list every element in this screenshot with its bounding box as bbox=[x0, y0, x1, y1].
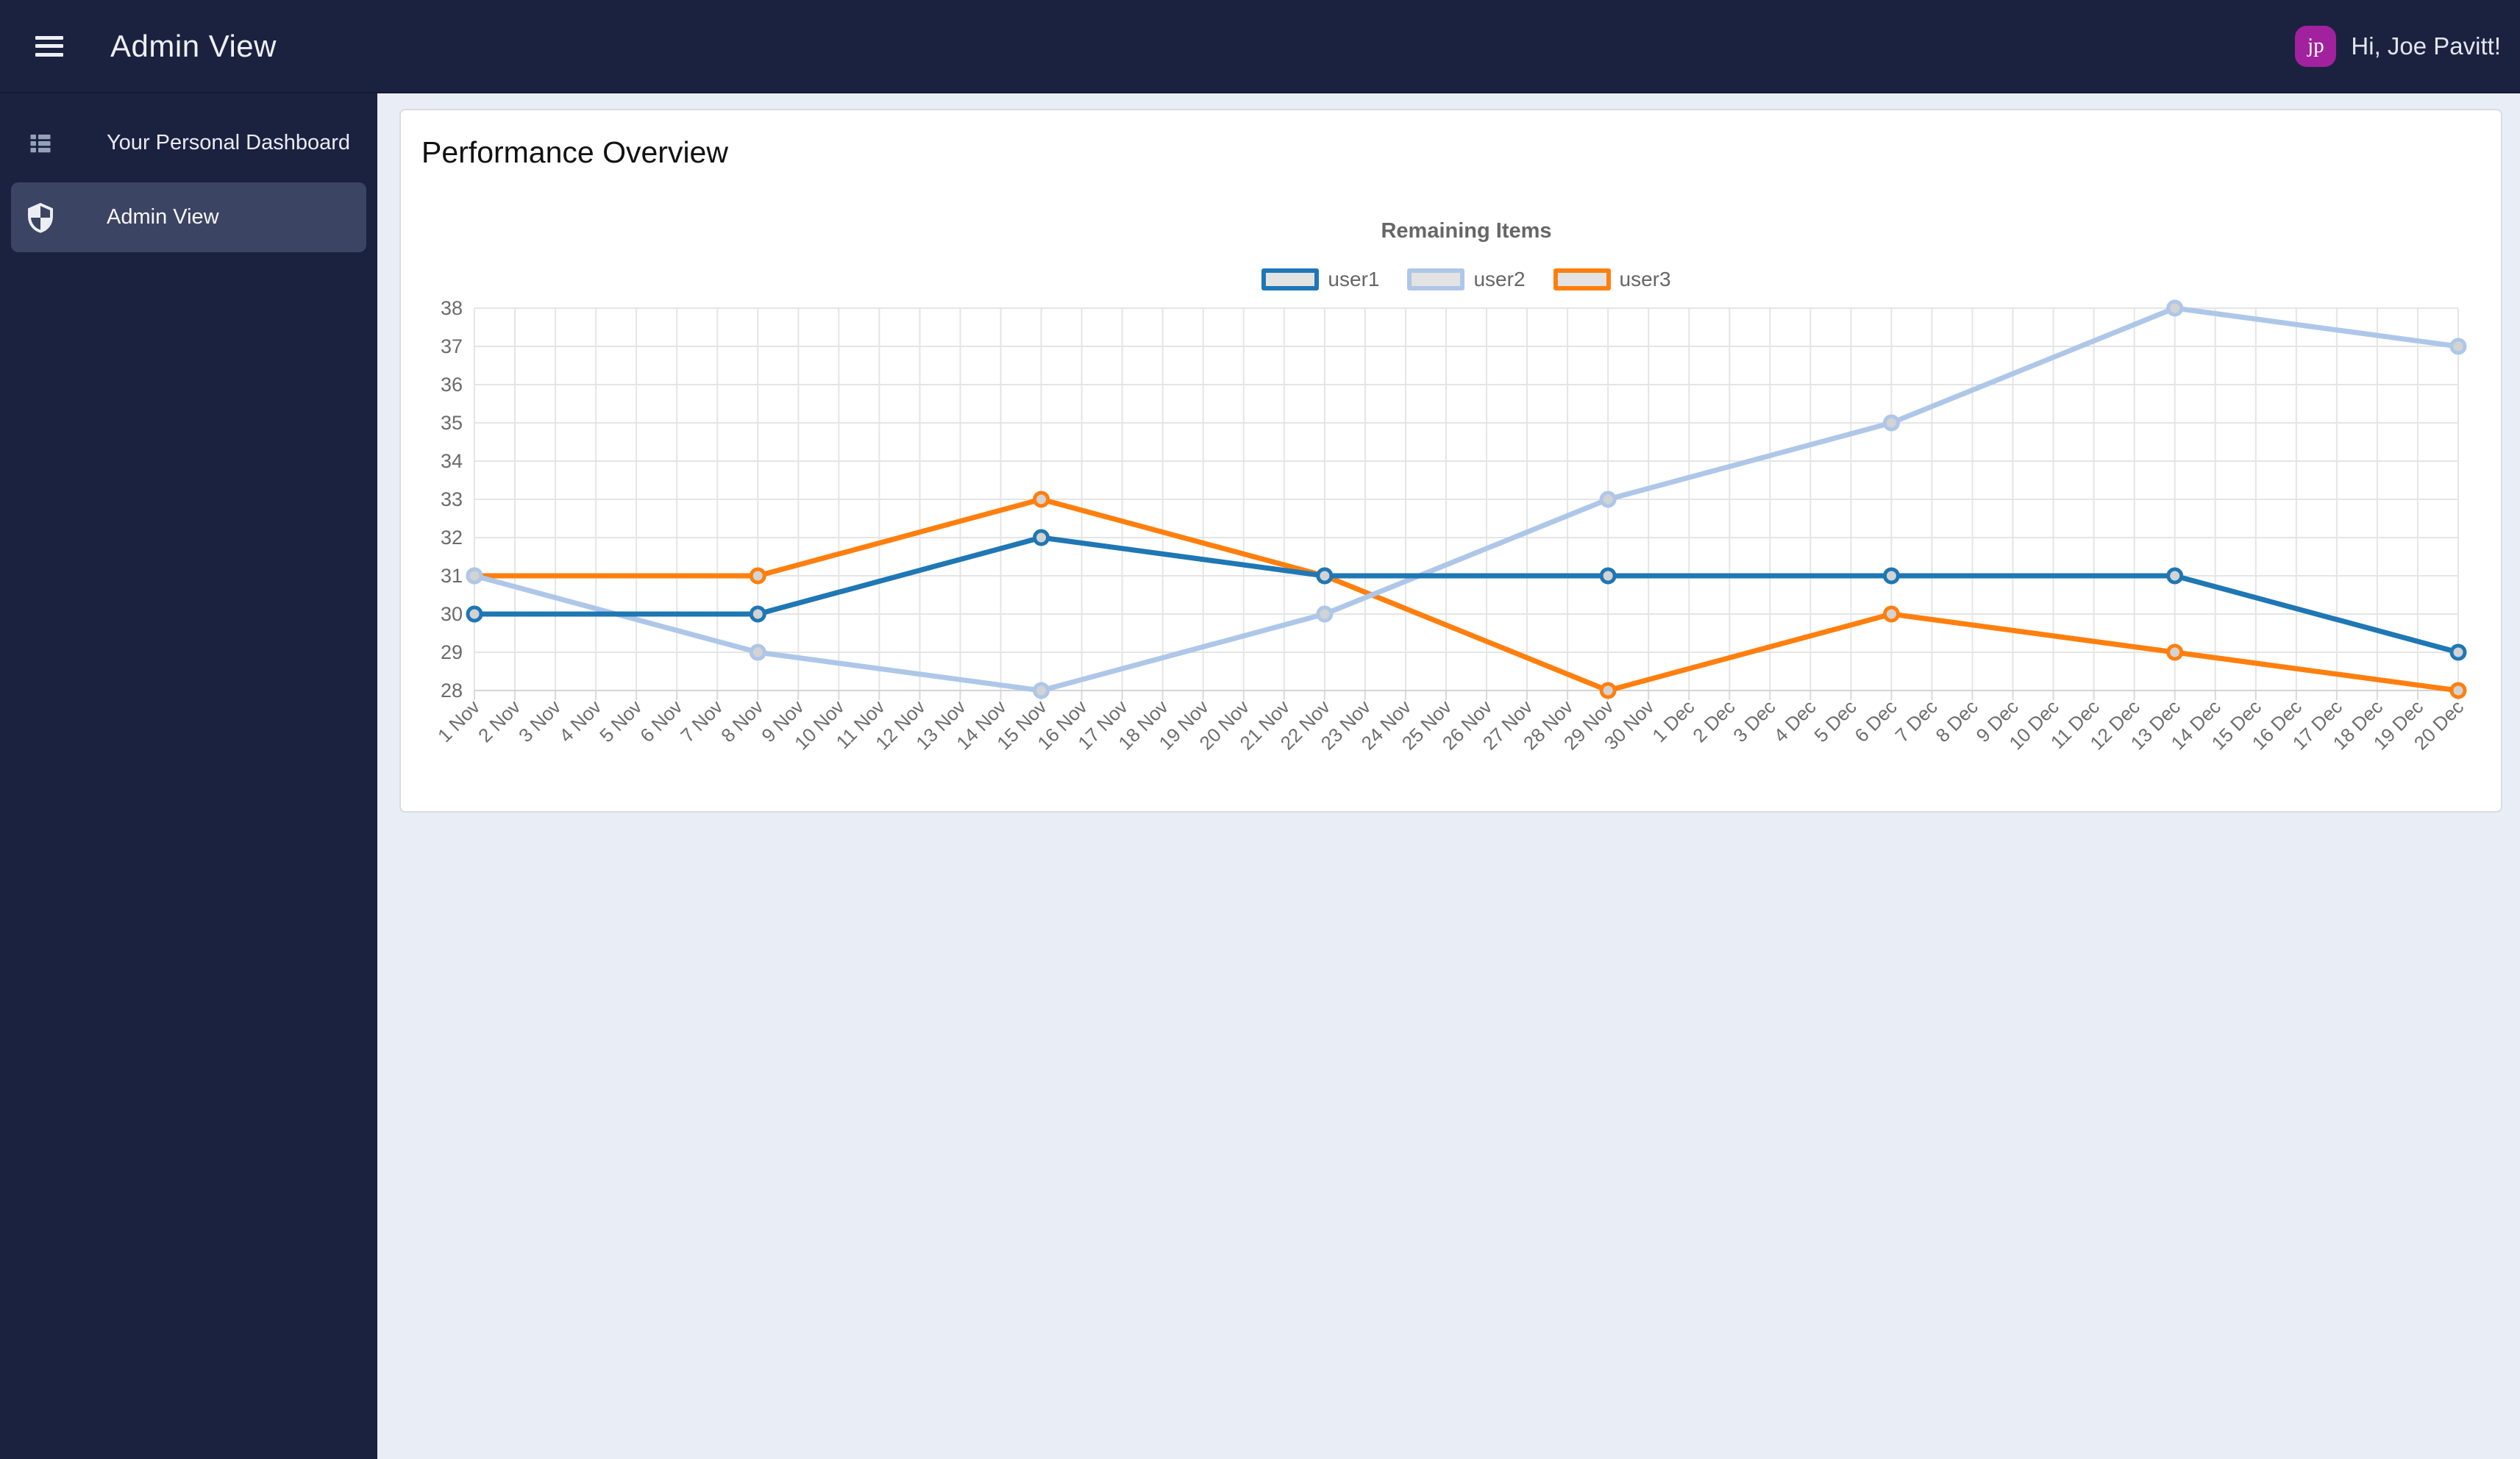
data-point[interactable] bbox=[466, 567, 483, 585]
data-point[interactable] bbox=[1882, 567, 1900, 585]
x-tick-label: 6 Nov bbox=[636, 696, 686, 746]
dashboard-list-icon bbox=[27, 129, 54, 158]
x-tick-label: 5 Nov bbox=[595, 696, 646, 746]
performance-card: Performance Overview Remaining Items use… bbox=[399, 109, 2502, 813]
legend-swatch bbox=[1553, 268, 1611, 290]
series-user2 bbox=[466, 299, 2467, 699]
data-point[interactable] bbox=[1599, 682, 1617, 699]
header-right: jp Hi, Joe Pavitt! bbox=[2295, 25, 2501, 67]
x-tick-label: 6 Dec bbox=[1850, 696, 1901, 746]
sidebar-item-admin-view[interactable]: Admin View bbox=[11, 182, 366, 252]
series-line bbox=[474, 305, 2459, 693]
x-tick-label: 2 Nov bbox=[474, 696, 524, 746]
data-point[interactable] bbox=[2166, 567, 2184, 585]
main-content: Performance Overview Remaining Items use… bbox=[377, 93, 2520, 1459]
data-point[interactable] bbox=[1882, 414, 1900, 432]
card-title: Performance Overview bbox=[421, 135, 728, 169]
data-point[interactable] bbox=[749, 567, 766, 585]
x-tick-label: 7 Dec bbox=[1890, 696, 1941, 746]
user-greeting: Hi, Joe Pavitt! bbox=[2351, 32, 2501, 60]
x-tick-label: 4 Dec bbox=[1769, 696, 1820, 746]
series-user3 bbox=[466, 491, 2467, 699]
data-point[interactable] bbox=[2166, 643, 2184, 661]
data-point[interactable] bbox=[1599, 567, 1617, 585]
data-point[interactable] bbox=[466, 605, 483, 623]
x-tick-label: 2 Dec bbox=[1688, 696, 1739, 746]
x-tick-label: 3 Dec bbox=[1729, 696, 1779, 746]
chart-legend: user1 user2 user3 bbox=[474, 268, 2458, 291]
y-tick-label: 35 bbox=[441, 412, 463, 434]
avatar[interactable]: jp bbox=[2295, 25, 2337, 67]
data-point[interactable] bbox=[1316, 567, 1334, 585]
data-point[interactable] bbox=[1599, 491, 1617, 508]
x-tick-label: 7 Nov bbox=[676, 696, 727, 746]
y-tick-label: 34 bbox=[441, 450, 463, 472]
legend-swatch bbox=[1261, 268, 1320, 290]
x-ticks bbox=[474, 691, 2459, 700]
data-point[interactable] bbox=[2166, 299, 2184, 317]
series-line bbox=[474, 535, 2459, 655]
data-point[interactable] bbox=[1033, 529, 1050, 546]
y-tick-label: 38 bbox=[441, 297, 463, 319]
x-tick-label: 3 Nov bbox=[514, 696, 565, 746]
x-tick-label: 5 Dec bbox=[1809, 696, 1860, 746]
avatar-initials: jp bbox=[2307, 34, 2324, 57]
sidebar-item-label: Your Personal Dashboard bbox=[107, 131, 351, 154]
series-user1 bbox=[466, 529, 2467, 661]
app-title: Admin View bbox=[110, 28, 277, 63]
data-point[interactable] bbox=[1882, 605, 1900, 623]
app-header: Admin View jp Hi, Joe Pavitt! bbox=[0, 0, 2520, 93]
y-tick-label: 32 bbox=[441, 527, 463, 549]
y-tick-labels: 28 29 30 31 32 33 34 35 36 37 38 bbox=[441, 297, 463, 702]
series-line bbox=[474, 496, 2459, 693]
x-tick-label: 1 Dec bbox=[1648, 696, 1698, 746]
y-tick-label: 28 bbox=[441, 679, 463, 702]
chart-title: Remaining Items bbox=[1381, 219, 1552, 243]
legend-label: user1 bbox=[1328, 268, 1380, 290]
sidebar-item-label: Admin View bbox=[107, 205, 219, 229]
y-tick-label: 29 bbox=[441, 641, 463, 663]
x-tick-label: 4 Nov bbox=[555, 696, 605, 746]
data-point[interactable] bbox=[1033, 491, 1050, 508]
legend-item-user3[interactable]: user3 bbox=[1553, 268, 1671, 291]
data-point[interactable] bbox=[2449, 643, 2467, 661]
y-tick-label: 36 bbox=[441, 374, 463, 396]
legend-label: user2 bbox=[1473, 268, 1526, 290]
y-tick-label: 30 bbox=[441, 603, 463, 625]
data-point[interactable] bbox=[1033, 682, 1050, 699]
legend-item-user2[interactable]: user2 bbox=[1407, 268, 1526, 291]
x-tick-label: 8 Dec bbox=[1932, 696, 1982, 746]
data-point[interactable] bbox=[2449, 338, 2467, 355]
y-tick-label: 31 bbox=[441, 565, 463, 587]
legend-swatch bbox=[1407, 268, 1465, 290]
data-point[interactable] bbox=[1316, 605, 1334, 623]
data-point[interactable] bbox=[749, 643, 766, 661]
shield-icon bbox=[27, 202, 54, 233]
legend-label: user3 bbox=[1619, 268, 1671, 290]
data-point[interactable] bbox=[2449, 682, 2467, 699]
sidebar: Your Personal Dashboard Admin View bbox=[0, 93, 377, 1459]
x-tick-label: 1 Nov bbox=[433, 696, 484, 746]
x-grid bbox=[474, 308, 2459, 691]
legend-item-user1[interactable]: user1 bbox=[1261, 268, 1379, 291]
sidebar-item-personal-dashboard[interactable]: Your Personal Dashboard bbox=[11, 108, 366, 178]
hamburger-icon[interactable] bbox=[35, 35, 63, 57]
data-point[interactable] bbox=[749, 605, 766, 623]
x-tick-label: 8 Nov bbox=[716, 696, 767, 746]
y-tick-label: 33 bbox=[441, 488, 463, 510]
y-tick-label: 37 bbox=[441, 335, 463, 357]
